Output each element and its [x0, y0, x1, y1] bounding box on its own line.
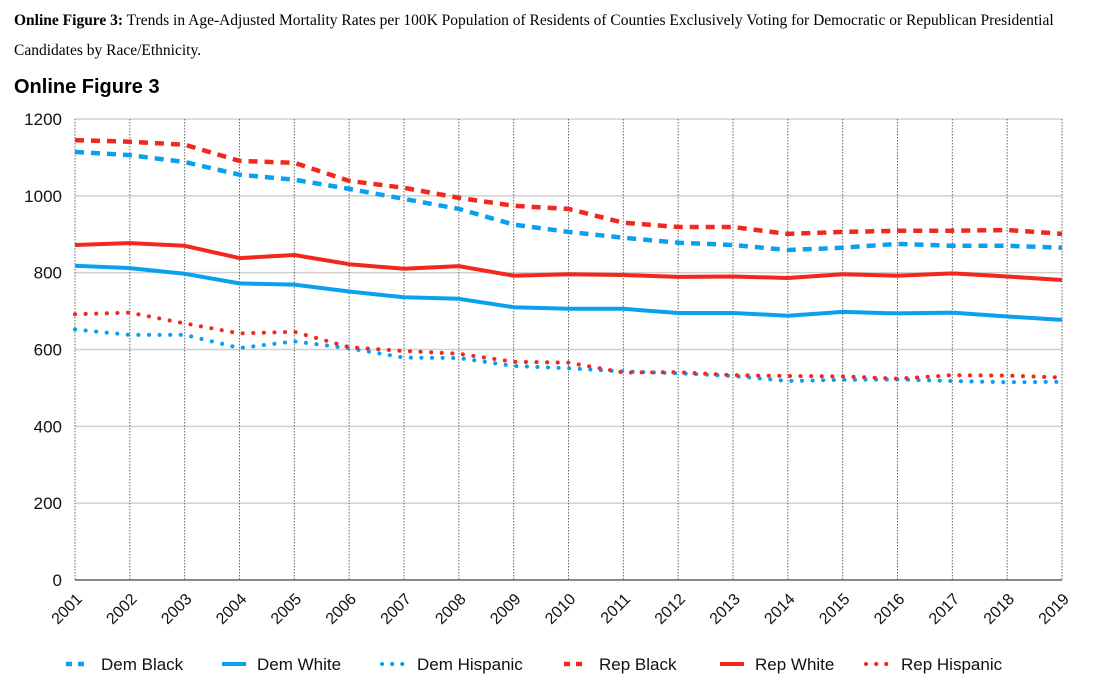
- y-tick-label: 800: [34, 264, 62, 283]
- caption-label: Online Figure 3:: [14, 12, 124, 29]
- x-tick-label: 2002: [103, 591, 140, 628]
- y-tick-label: 1200: [24, 110, 62, 129]
- x-tick-label: 2019: [1036, 591, 1073, 628]
- x-tick-label: 2006: [323, 591, 360, 628]
- chart-title: Online Figure 3: [14, 76, 160, 98]
- x-tick-label: 2013: [707, 591, 744, 628]
- x-tick-label: 2004: [213, 591, 250, 628]
- x-tick-label: 2005: [268, 591, 305, 628]
- legend-label-rep-black: Rep Black: [599, 655, 677, 674]
- legend-label-dem-black: Dem Black: [101, 655, 184, 674]
- x-tick-label: 2015: [816, 591, 853, 628]
- grid: [74, 118, 1063, 581]
- legend-label-rep-hispanic: Rep Hispanic: [901, 655, 1003, 674]
- x-tick-label: 2010: [542, 591, 579, 628]
- x-tick-label: 2011: [598, 591, 634, 627]
- x-tick-label: 2008: [432, 591, 469, 628]
- series-line-rep-black: [74, 137, 1063, 237]
- y-tick-label: 1000: [24, 187, 62, 206]
- series-group: [73, 137, 1064, 385]
- legend: Dem Black Dem White Dem Hispanic Rep Black R…: [66, 655, 1003, 674]
- x-axis-ticks: 2001 2002 2003 2004 2005 2006 2007 2008 2009 2010…: [49, 591, 1073, 628]
- figure-caption: Online Figure 3: Trends in Age-Adjusted …: [14, 6, 1084, 66]
- x-tick-label: 2018: [981, 591, 1018, 628]
- x-tick-label: 2016: [871, 591, 908, 628]
- y-axis-ticks: 0 200 400 600 800 1000 1200: [24, 110, 62, 590]
- x-tick-label: 2014: [761, 591, 798, 628]
- y-tick-label: 400: [34, 417, 62, 436]
- x-tick-label: 2017: [926, 591, 963, 628]
- x-tick-label: 2001: [49, 591, 86, 628]
- legend-label-dem-white: Dem White: [257, 655, 341, 674]
- x-tick-label: 2012: [652, 591, 689, 628]
- x-tick-label: 2007: [378, 591, 415, 628]
- x-tick-label: 2003: [158, 591, 195, 628]
- legend-label-rep-white: Rep White: [755, 655, 834, 674]
- y-tick-label: 600: [34, 341, 62, 360]
- series-line-dem-white: [74, 263, 1063, 322]
- x-tick-label: 2009: [487, 591, 524, 628]
- y-tick-label: 0: [53, 571, 62, 590]
- y-tick-label: 200: [34, 494, 62, 513]
- caption-text: Trends in Age-Adjusted Mortality Rates p…: [14, 12, 1054, 59]
- legend-label-dem-hispanic: Dem Hispanic: [417, 655, 523, 674]
